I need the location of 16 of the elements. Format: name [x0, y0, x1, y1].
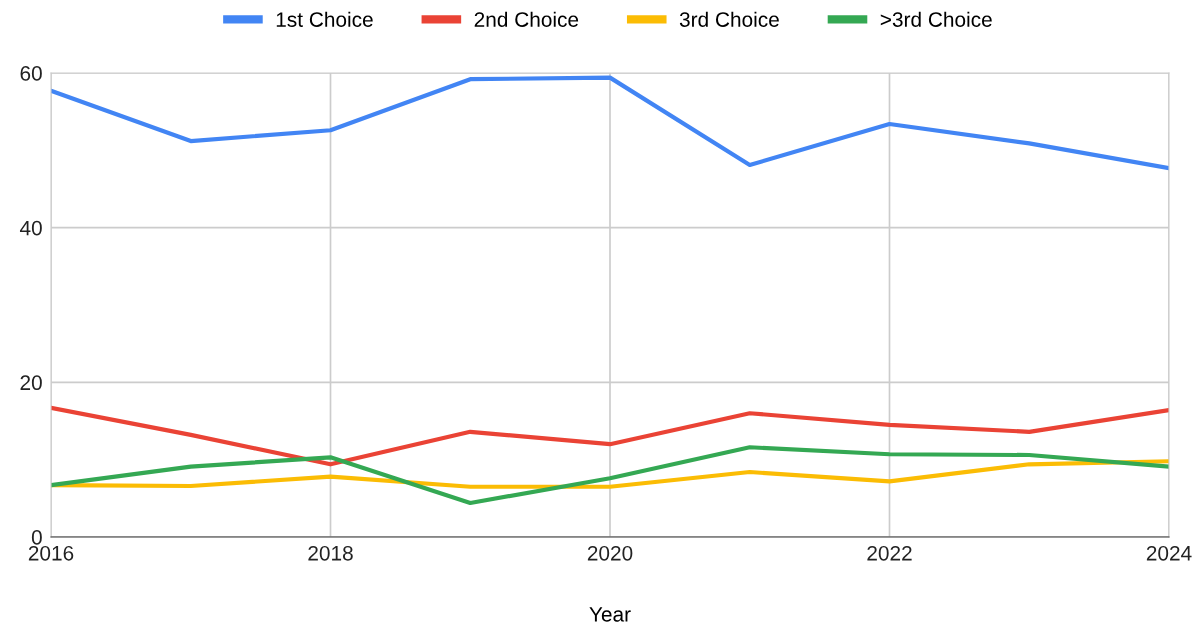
y-tick-label: 60 — [20, 66, 42, 81]
x-axis-title: Year — [589, 607, 631, 622]
x-tick-label: 2024 — [1146, 545, 1192, 561]
legend-label: 1st Choice — [276, 11, 373, 27]
x-tick-label: 2022 — [867, 545, 912, 561]
x-tick-label: 2020 — [587, 545, 633, 561]
y-tick-label: 20 — [20, 375, 42, 391]
x-tick-label: 2016 — [28, 545, 74, 561]
line-series — [51, 445, 1169, 506]
legend-label: >3rd Choice — [880, 11, 992, 27]
line-series — [51, 405, 1169, 467]
x-tick-label: 2018 — [308, 545, 353, 561]
legend-label: 2nd Choice — [474, 11, 579, 27]
y-tick-label: 40 — [19, 220, 42, 236]
y-tick-label: 0 — [31, 530, 42, 545]
legend-label: 3rd Choice — [679, 11, 779, 27]
